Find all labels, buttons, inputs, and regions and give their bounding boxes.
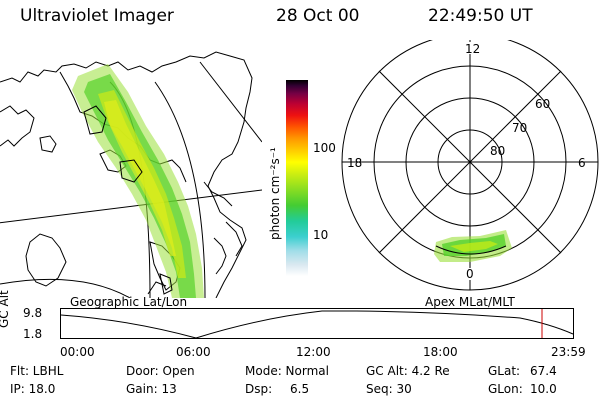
mlt-label-18: 18 [347,156,363,170]
door-status: Door: Open [126,364,195,378]
geographic-panel-label: Geographic Lat/Lon [70,295,188,309]
altitude-plot [60,308,574,339]
time-tick-1200: 12:00 [296,345,331,359]
coastline [0,51,253,298]
seq-status: Seq: 30 [366,382,412,396]
apex-panel-label: Apex MLat/MLT [425,295,515,309]
mlt-label-12: 12 [465,42,481,56]
altitude-tick-min: 1.8 [23,327,43,341]
date-label: 28 Oct 00 [276,6,360,26]
geographic-map [0,51,262,298]
glon-label: GLon: [488,382,523,396]
colorbar-unit-label: photon cm⁻²s⁻¹ [268,147,282,240]
gain-status: Gain: 13 [126,382,177,396]
glat-value: 67.4 [530,364,557,378]
time-tick-0600: 06:00 [176,345,211,359]
filter-status: Flt: LBHL [10,364,64,378]
glat-label: GLat: [488,364,521,378]
dsp-label: Dsp: [245,382,273,396]
time-tick-2359: 23:59 [551,345,586,359]
lat-label-80: 80 [490,144,506,158]
gc-alt-status: GC Alt: 4.2 Re [366,364,450,378]
instrument-title: Ultraviolet Imager [20,6,174,26]
lat-label-60: 60 [535,97,551,111]
time-label: 22:49:50 UT [428,6,533,26]
altitude-tick-max: 9.8 [23,306,43,320]
mlt-label-0: 0 [466,267,474,281]
mode-status: Mode: Normal [245,364,329,378]
ip-status: IP: 18.0 [10,382,56,396]
colorbar-tick-100: 100 [313,141,336,155]
glon-value: 10.0 [530,382,557,396]
dsp-value: 6.5 [290,382,310,396]
polar-auroral-emission [434,230,512,262]
time-tick-1800: 18:00 [423,345,458,359]
altitude-axis-label: GC Alt [0,290,11,328]
mlt-label-6: 6 [578,156,586,170]
colorbar [286,80,308,276]
time-tick-0000: 00:00 [60,345,95,359]
altitude-curve [60,310,574,339]
colorbar-tick-10: 10 [313,228,329,242]
lat-label-70: 70 [512,121,528,135]
polar-plot [341,40,599,291]
auroral-emission [72,64,204,298]
